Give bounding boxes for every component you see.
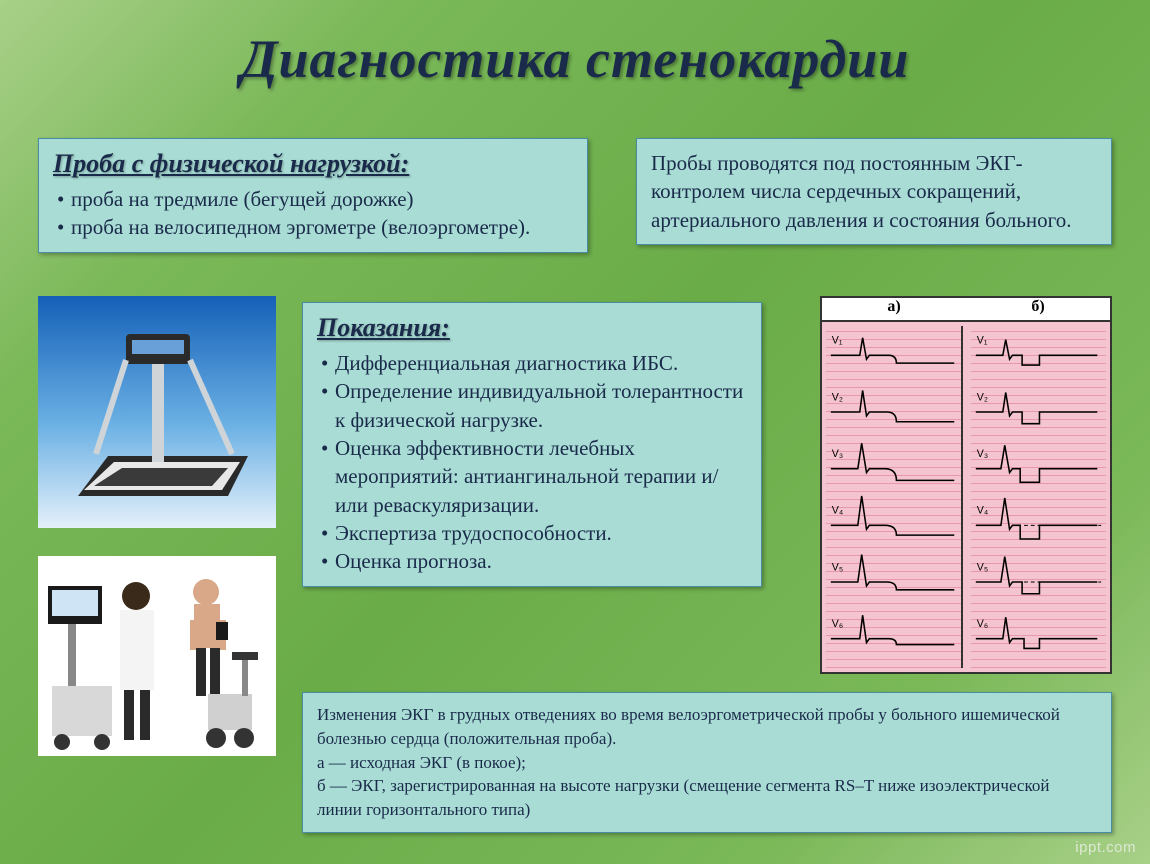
monitoring-box: Пробы проводятся под постоянным ЭКГ-конт… bbox=[636, 138, 1112, 245]
caption-line: а — исходная ЭКГ (в покое); bbox=[317, 751, 1097, 775]
slide: Диагностика стенокардии Проба с физическ… bbox=[0, 0, 1150, 864]
ecg-header: а) б) bbox=[820, 296, 1112, 320]
ecg-label-b: б) bbox=[966, 298, 1110, 320]
svg-text:V₄: V₄ bbox=[832, 505, 843, 517]
indications-heading: Показания: bbox=[317, 313, 747, 343]
svg-text:V₂: V₂ bbox=[977, 391, 988, 403]
list-item: Дифференциальная диагностика ИБС. bbox=[321, 349, 747, 377]
indications-list: Дифференциальная диагностика ИБС. Опреде… bbox=[317, 349, 747, 576]
svg-text:V₄: V₄ bbox=[977, 505, 988, 517]
list-item: проба на тредмиле (бегущей дорожке) bbox=[57, 185, 573, 213]
svg-text:V₅: V₅ bbox=[832, 561, 843, 573]
svg-text:V₂: V₂ bbox=[832, 391, 843, 403]
svg-text:V₃: V₃ bbox=[977, 448, 988, 460]
indications-box: Показания: Дифференциальная диагностика … bbox=[302, 302, 762, 587]
caption-line: б — ЭКГ, зарегистрированная на высоте на… bbox=[317, 774, 1097, 822]
svg-text:V₃: V₃ bbox=[832, 448, 843, 460]
monitoring-text: Пробы проводятся под постоянным ЭКГ-конт… bbox=[651, 149, 1097, 234]
list-item: Экспертиза трудоспособности. bbox=[321, 519, 747, 547]
treadmill-image bbox=[38, 296, 276, 528]
ecg-column-b: V₁ V₂ V₃ V₄ V₅ V₆ bbox=[971, 326, 1106, 668]
ergometer-image bbox=[38, 556, 276, 756]
ecg-column-a: V₁ V₂ V₃ V₄ V₅ V₆ bbox=[826, 326, 963, 668]
exercise-test-heading: Проба с физической нагрузкой: bbox=[53, 149, 573, 179]
ecg-image: V₁ V₂ V₃ V₄ V₅ V₆ V₁ V₂ V₃ bbox=[820, 320, 1112, 674]
list-item: Оценка эффективности лечебных мероприяти… bbox=[321, 434, 747, 519]
svg-text:V₆: V₆ bbox=[832, 618, 843, 630]
ecg-label-a: а) bbox=[822, 298, 966, 320]
svg-text:V₁: V₁ bbox=[977, 335, 988, 347]
svg-text:V₅: V₅ bbox=[977, 561, 988, 573]
slide-title: Диагностика стенокардии bbox=[36, 28, 1114, 90]
svg-text:V₁: V₁ bbox=[832, 335, 843, 347]
caption-line: Изменения ЭКГ в грудных отведениях во вр… bbox=[317, 703, 1097, 751]
exercise-test-box: Проба с физической нагрузкой: проба на т… bbox=[38, 138, 588, 253]
watermark: ippt.com bbox=[1075, 839, 1136, 856]
exercise-test-list: проба на тредмиле (бегущей дорожке) проб… bbox=[53, 185, 573, 242]
svg-text:V₆: V₆ bbox=[977, 618, 988, 630]
list-item: Определение индивидуальной толерантности… bbox=[321, 377, 747, 434]
list-item: проба на велосипедном эргометре (велоэрг… bbox=[57, 213, 573, 241]
ecg-caption-box: Изменения ЭКГ в грудных отведениях во вр… bbox=[302, 692, 1112, 833]
list-item: Оценка прогноза. bbox=[321, 547, 747, 575]
